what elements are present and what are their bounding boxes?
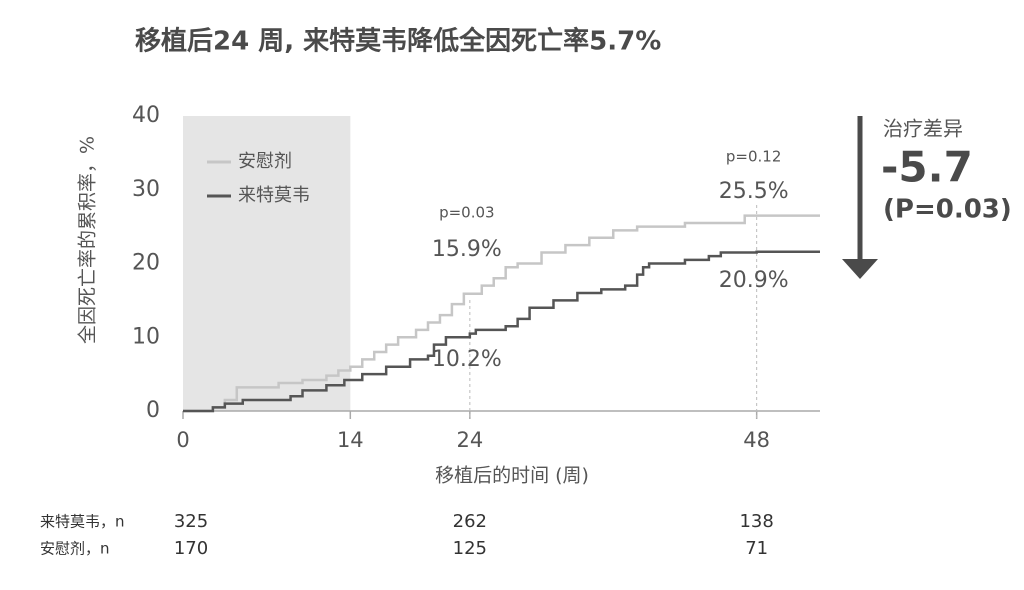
risk-row-label: 安慰剂，n	[40, 540, 110, 558]
y-tick-label: 0	[146, 398, 160, 423]
callout-value: -5.7	[881, 143, 973, 192]
risk-value: 71	[745, 538, 768, 559]
risk-value: 262	[453, 511, 487, 532]
series-line	[183, 250, 820, 413]
annotation-text: 20.9%	[719, 268, 789, 293]
legend-label: 安慰剂	[238, 151, 292, 172]
series-line	[183, 214, 820, 413]
risk-value: 325	[174, 511, 208, 532]
risk-value: 170	[174, 538, 208, 559]
x-tick-label: 24	[456, 428, 483, 452]
annotation-text: 25.5%	[719, 179, 789, 204]
risk-row-label: 来特莫韦，n	[40, 513, 125, 531]
callout-p: (P=0.03)	[883, 195, 1012, 225]
x-tick-label: 0	[176, 428, 189, 452]
annotation-text: 10.2%	[432, 347, 502, 372]
risk-value: 125	[453, 538, 487, 559]
risk-value: 138	[739, 511, 773, 532]
annotation-text: p=0.12	[726, 148, 782, 166]
y-axis-label: 全因死亡率的累积率，%	[77, 136, 99, 344]
x-tick-label: 14	[337, 428, 364, 452]
x-axis-label: 移植后的时间 (周)	[435, 465, 589, 487]
legend-label: 来特莫韦	[238, 185, 310, 206]
callout-label: 治疗差异	[883, 117, 963, 141]
y-tick-label: 40	[132, 103, 160, 128]
callout-arrowhead	[842, 259, 878, 279]
annotation-text: p=0.03	[439, 204, 495, 222]
y-tick-label: 20	[132, 251, 160, 276]
y-tick-label: 30	[132, 177, 160, 202]
x-tick-label: 48	[743, 428, 770, 452]
shaded-region	[183, 116, 351, 411]
chart-title: 移植后24 周, 来特莫韦降低全因死亡率5.7%	[135, 26, 661, 57]
y-tick-label: 10	[132, 324, 160, 349]
annotation-text: 15.9%	[432, 237, 502, 262]
